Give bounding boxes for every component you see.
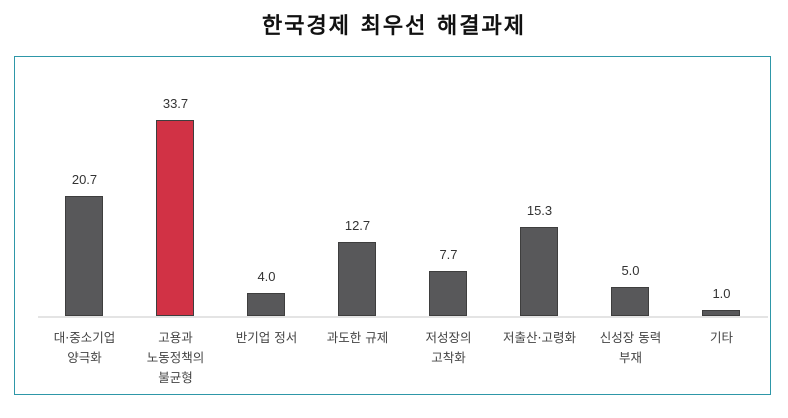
x-axis-baseline	[38, 316, 768, 318]
category-label: 저출산·고령화	[503, 330, 576, 345]
category-label: 신성장 동력 부재	[599, 330, 662, 365]
data-label: 4.0	[257, 269, 276, 284]
data-label: 5.0	[621, 263, 640, 278]
bar	[429, 271, 467, 316]
category-label: 기타	[709, 330, 733, 345]
bar	[65, 196, 103, 316]
category-label: 저성장의 고착화	[425, 330, 472, 365]
category-label: 반기업 정서	[235, 330, 298, 345]
bar	[156, 120, 194, 316]
bar	[338, 242, 376, 316]
data-label: 33.7	[162, 96, 189, 111]
data-label: 7.7	[439, 247, 458, 262]
data-label: 1.0	[712, 286, 731, 301]
category-label: 과도한 규제	[326, 330, 389, 345]
chart-frame	[14, 56, 771, 395]
data-label: 20.7	[71, 172, 98, 187]
chart-title: 한국경제 최우선 해결과제	[262, 14, 526, 39]
data-label: 12.7	[344, 218, 371, 233]
category-label: 고용과 노동정책의 불균형	[146, 330, 205, 385]
bar	[702, 310, 740, 316]
bar	[520, 227, 558, 316]
data-label: 15.3	[526, 203, 553, 218]
bar	[611, 287, 649, 316]
bar	[247, 293, 285, 316]
category-label: 대·중소기업 양극화	[53, 330, 116, 365]
